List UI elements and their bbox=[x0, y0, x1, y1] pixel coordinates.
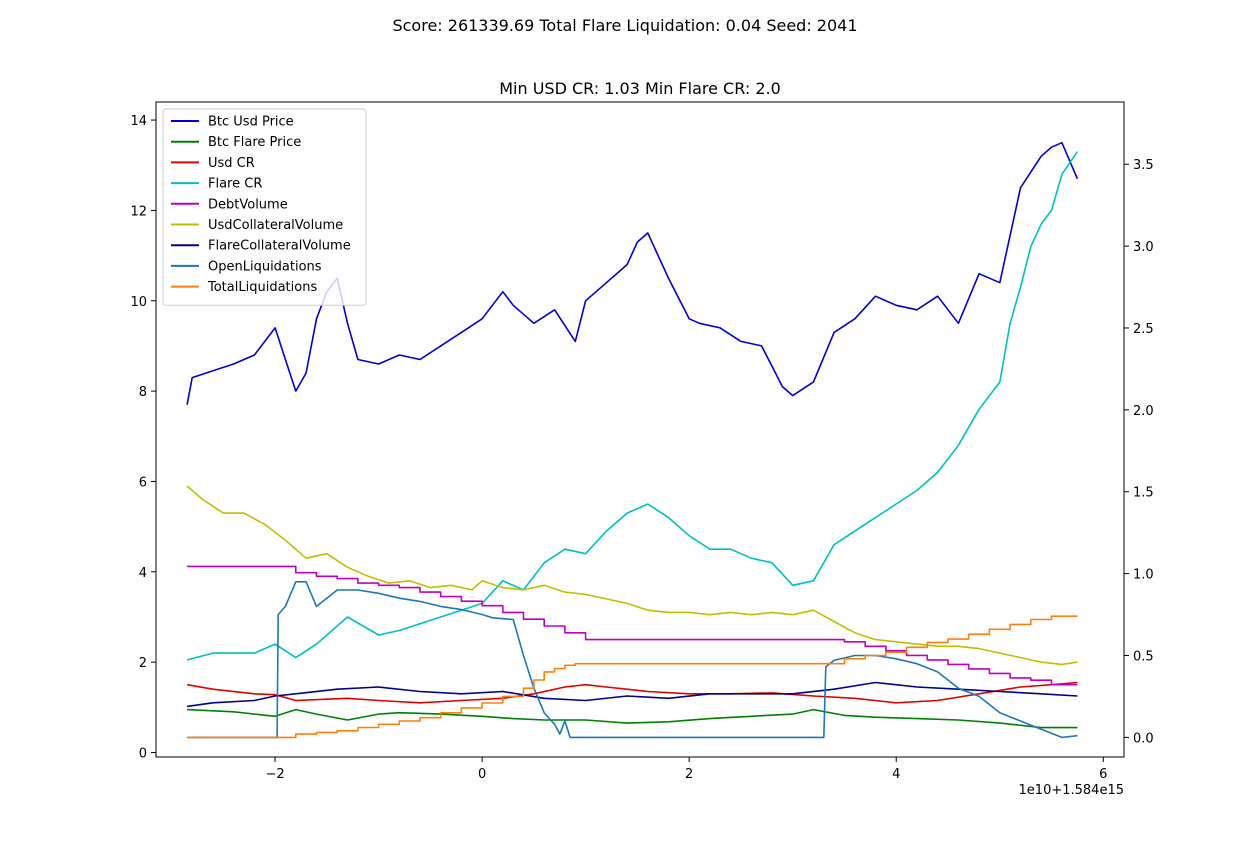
chart-title: Min USD CR: 1.03 Min Flare CR: 2.0 bbox=[499, 79, 781, 98]
y-left-tick-label: 8 bbox=[139, 385, 147, 400]
y-left-tick-label: 4 bbox=[139, 566, 147, 581]
x-tick-label: 6 bbox=[1099, 767, 1107, 782]
y-left-tick-label: 14 bbox=[130, 114, 147, 129]
y-right-tick-label: 2.0 bbox=[1133, 404, 1154, 419]
legend-label: FlareCollateralVolume bbox=[208, 239, 351, 254]
series-line-btc-usd-price bbox=[186, 141, 1079, 405]
x-tick-label: 2 bbox=[685, 767, 693, 782]
series-line-totalliquidations bbox=[187, 615, 1078, 739]
legend-label: TotalLiquidations bbox=[207, 280, 317, 295]
x-tick-label: 0 bbox=[478, 767, 486, 782]
legend-label: Btc Flare Price bbox=[208, 135, 301, 150]
y-right-tick-label: 3.5 bbox=[1133, 158, 1154, 173]
series-line-btc-flare-price bbox=[187, 708, 1078, 729]
series-line-flarecollateralvolume bbox=[186, 681, 1078, 708]
y-left-tick-label: 6 bbox=[139, 475, 147, 490]
x-tick-label: −2 bbox=[265, 767, 284, 782]
y-left-tick-label: 0 bbox=[139, 746, 147, 761]
y-left-tick-label: 10 bbox=[130, 295, 147, 310]
y-right-tick-label: 2.5 bbox=[1133, 322, 1154, 337]
x-offset-label: 1e10+1.584e15 bbox=[1019, 783, 1124, 798]
series-line-openliquidations bbox=[187, 581, 1078, 739]
legend-label: UsdCollateralVolume bbox=[208, 218, 343, 233]
legend-box bbox=[162, 108, 367, 306]
y-right-tick-label: 1.0 bbox=[1133, 568, 1154, 583]
series-line-debtvolume bbox=[187, 565, 1078, 686]
series-line-usd-cr bbox=[186, 681, 1078, 704]
y-left-tick-label: 2 bbox=[139, 656, 147, 671]
y-right-tick-label: 0.5 bbox=[1133, 649, 1154, 664]
legend-label: Btc Usd Price bbox=[208, 115, 294, 130]
x-tick-label: 4 bbox=[892, 767, 900, 782]
legend-label: DebtVolume bbox=[208, 197, 288, 212]
figure-suptitle: Score: 261339.69 Total Flare Liquidation… bbox=[392, 16, 857, 35]
legend-label: Flare CR bbox=[208, 177, 262, 192]
series-line-flare-cr bbox=[186, 151, 1079, 661]
series-line-usdcollateralvolume bbox=[186, 485, 1078, 666]
y-right-tick-label: 1.5 bbox=[1133, 486, 1154, 501]
y-right-tick-label: 3.0 bbox=[1133, 240, 1154, 255]
axis-layer: −2 0 2 4 6 0 2 4 6 8 10 12 14 0.0 0.5 1.0 1.5 2.0 2.5 3.0 3.… bbox=[130, 114, 1153, 782]
plot-frame bbox=[155, 101, 1125, 758]
legend-label: OpenLiquidations bbox=[208, 259, 322, 274]
legend: Btc Usd Price Btc Flare Price Usd CR Flare … bbox=[162, 108, 367, 306]
legend-label: Usd CR bbox=[208, 156, 255, 171]
y-right-tick-label: 0.0 bbox=[1133, 731, 1154, 746]
series-layer bbox=[186, 141, 1079, 739]
y-left-tick-label: 12 bbox=[130, 204, 147, 219]
